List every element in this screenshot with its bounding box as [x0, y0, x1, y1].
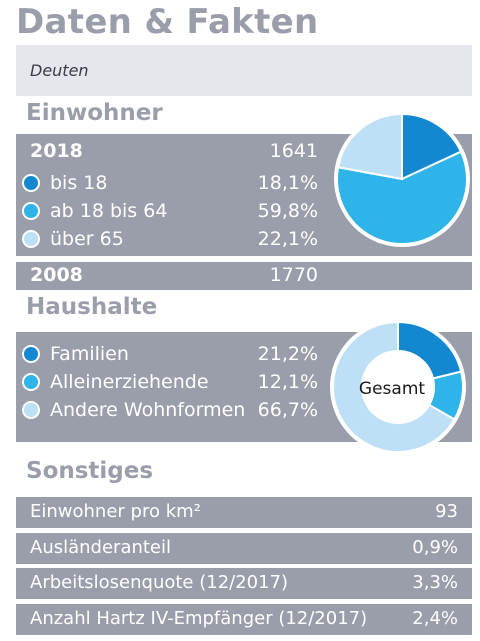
household-value: 21,2%	[257, 343, 318, 365]
legend-swatch-alleinerziehende	[22, 373, 40, 391]
haushalte-donut-slice-2	[332, 320, 456, 453]
household-value: 12,1%	[257, 371, 318, 393]
legend-swatch-ueber-65	[22, 230, 40, 248]
einwohner-pie-slice-0	[401, 112, 463, 181]
age-group-label: ab 18 bis 64	[50, 200, 168, 222]
page-title: Daten & Fakten	[16, 2, 319, 42]
year-2018-label: 2018	[30, 140, 83, 162]
legend-swatch-bis-18	[22, 174, 40, 192]
stat-value: 3,3%	[412, 572, 458, 593]
legend-swatch-18-bis-64	[22, 202, 40, 220]
stat-label: Arbeitslosenquote (12/2017)	[30, 572, 289, 593]
year-2008-label: 2008	[30, 264, 83, 286]
household-value: 66,7%	[257, 399, 318, 421]
legend-swatch-andere-wohnformen	[22, 401, 40, 419]
legend-swatch-familien	[22, 345, 40, 363]
year-2018-value: 1641	[269, 140, 318, 162]
household-label: Familien	[50, 343, 129, 365]
einwohner-pie-slice-1	[336, 150, 468, 245]
stat-value: 0,9%	[412, 537, 458, 558]
einwohner-pie-slice-2	[336, 112, 403, 181]
age-group-value: 18,1%	[257, 172, 318, 194]
stat-value: 2,4%	[412, 608, 458, 629]
stat-row: Einwohner pro km² 93	[16, 497, 472, 528]
stat-row: Anzahl Hartz IV-Empfänger (12/2017) 2,4%	[16, 604, 472, 635]
stat-label: Einwohner pro km²	[30, 501, 201, 522]
stat-value: 93	[435, 501, 458, 522]
household-label: Andere Wohnformen	[50, 399, 246, 421]
stat-row: Arbeitslosenquote (12/2017) 3,3%	[16, 568, 472, 599]
age-group-label: bis 18	[50, 172, 108, 194]
age-group-value: 22,1%	[257, 228, 318, 250]
household-label: Alleinerziehende	[50, 371, 209, 393]
donut-center-label: Gesamt	[359, 379, 425, 399]
stat-label: Ausländeranteil	[30, 537, 172, 558]
einwohner-pie-chart	[334, 111, 470, 247]
stat-label: Anzahl Hartz IV-Empfänger (12/2017)	[30, 608, 368, 629]
age-group-value: 59,8%	[257, 200, 318, 222]
location-name: Deuten	[30, 61, 89, 80]
section-title-einwohner: Einwohner	[26, 100, 163, 126]
donut-hole	[363, 352, 433, 422]
location-banner: Deuten	[16, 45, 472, 96]
age-group-label: über 65	[50, 228, 124, 250]
haushalte-donut-chart: Gesamt	[330, 319, 466, 455]
section-title-sonstiges: Sonstiges	[26, 458, 154, 484]
stat-row: Ausländeranteil 0,9%	[16, 533, 472, 564]
section-title-haushalte: Haushalte	[26, 294, 158, 320]
year-2008-value: 1770	[269, 264, 318, 286]
year-2008-bar	[16, 262, 472, 290]
